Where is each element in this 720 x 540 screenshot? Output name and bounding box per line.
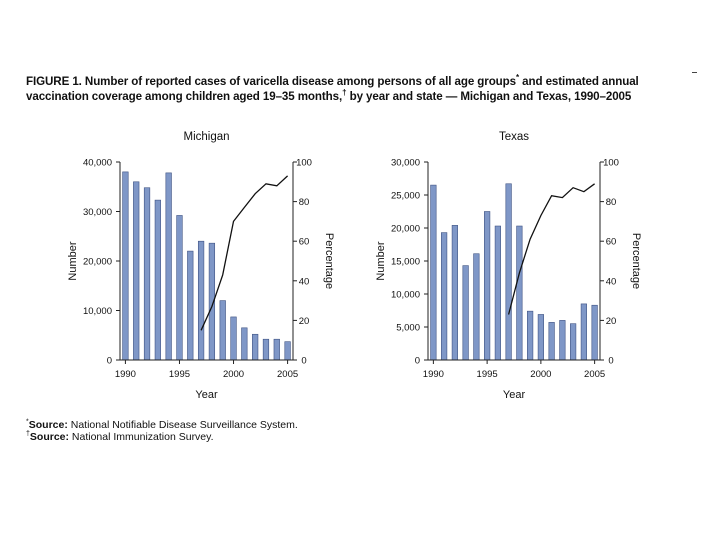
footnote-text: National Immunization Survey.: [71, 431, 214, 443]
y-tick-label-right: 80: [299, 197, 310, 208]
y-tick-label-right: 100: [603, 158, 619, 169]
footnote-source-label: Source:: [29, 431, 69, 443]
bar-2004: [273, 338, 280, 361]
bar-1991: [441, 232, 448, 361]
chart-title: Texas: [499, 131, 529, 143]
figure-title-part2: and estimated annual vaccination coverag…: [26, 75, 639, 103]
figure-title-part1: Number of reported cases of varicella di…: [84, 75, 516, 88]
y-tick-label-left: 0: [415, 356, 420, 367]
y-tick-label-right: 40: [606, 276, 617, 287]
footnote-1: *Source: National Notifiable Disease Sur…: [26, 418, 298, 432]
bar-2005: [284, 341, 291, 361]
y-tick-label-left: 0: [107, 356, 112, 367]
y-tick-label-right: 20: [606, 316, 617, 327]
bar-1998: [516, 225, 523, 361]
bar-1990: [122, 171, 129, 361]
x-tick-label: 2005: [277, 369, 298, 380]
bar-1995: [484, 211, 491, 361]
bar-1992: [451, 225, 458, 361]
y-tick-label-left: 30,000: [391, 158, 420, 169]
bar-2003: [262, 338, 270, 361]
x-tick-label: 2000: [223, 369, 244, 380]
x-axis-label: Year: [195, 389, 218, 401]
y-tick-label-right: 100: [296, 158, 312, 169]
y-tick-label-right: 40: [299, 276, 310, 287]
bar-2005: [591, 304, 598, 361]
bar-1997: [197, 240, 205, 361]
bar-2002: [252, 333, 259, 361]
bar-2003: [570, 323, 577, 361]
y-tick-label-right: 60: [299, 237, 310, 248]
bar-2000: [230, 316, 237, 361]
y-tick-label-right: 20: [299, 316, 310, 327]
bar-1996: [187, 250, 194, 361]
y-tick-label-left: 20,000: [391, 224, 420, 235]
y-axis-label-right: Percentage: [630, 233, 642, 289]
footnotes: *Source: National Notifiable Disease Sur…: [26, 418, 298, 444]
figure-label: FIGURE 1.: [26, 75, 82, 88]
y-tick-label-left: 10,000: [83, 306, 112, 317]
x-tick-label: 1990: [423, 369, 444, 380]
x-axis-label: Year: [503, 389, 526, 401]
y-tick-label-right: 0: [608, 356, 613, 367]
x-tick-label: 1995: [477, 369, 498, 380]
chart-title: Michigan: [183, 131, 229, 143]
y-tick-label-left: 30,000: [83, 207, 112, 218]
footnote-mark: †: [26, 430, 30, 438]
y-tick-label-left: 15,000: [391, 257, 420, 268]
y-axis-label-right: Percentage: [323, 233, 335, 289]
footnote-2: †Source: National Immunization Survey.: [26, 430, 298, 444]
bar-1999: [219, 300, 226, 361]
footnote-mark: *: [26, 418, 29, 426]
coverage-line: [507, 183, 595, 315]
bar-1996: [494, 225, 501, 361]
bar-2001: [241, 327, 248, 361]
y-tick-label-left: 10,000: [391, 290, 420, 301]
bar-2001: [548, 322, 555, 361]
bar-1994: [165, 172, 172, 361]
y-tick-label-left: 20,000: [83, 257, 112, 268]
figure-title: FIGURE 1. Number of reported cases of va…: [26, 74, 696, 104]
bar-1999: [527, 310, 534, 361]
bar-1993: [462, 265, 469, 361]
y-tick-label-right: 60: [606, 237, 617, 248]
bar-2000: [537, 314, 544, 361]
y-tick-label-left: 25,000: [391, 191, 420, 202]
y-tick-label-right: 0: [301, 356, 306, 367]
bar-1991: [133, 181, 140, 361]
figure-title-part3: by year and state — Michigan and Texas, …: [349, 90, 632, 103]
bar-1994: [473, 253, 480, 361]
bar-1997: [505, 183, 512, 361]
bar-2004: [580, 303, 587, 361]
bar-2002: [559, 320, 566, 361]
bar-1995: [176, 215, 183, 361]
footnote-text: National Notifiable Disease Surveillance…: [70, 419, 298, 431]
y-tick-label-right: 80: [606, 197, 617, 208]
bar-1993: [154, 199, 161, 361]
title-footnote-mark-1: *: [516, 73, 520, 83]
x-tick-label: 2005: [584, 369, 605, 380]
x-tick-label: 1995: [169, 369, 190, 380]
title-footnote-mark-2: †: [342, 88, 347, 98]
y-tick-label-left: 40,000: [83, 158, 112, 169]
footnote-source-label: Source:: [28, 419, 68, 431]
y-axis-label-left: Number: [375, 241, 387, 280]
x-tick-label: 2000: [530, 369, 551, 380]
edge-dash: [692, 72, 697, 73]
x-tick-label: 1990: [115, 369, 136, 380]
bar-1992: [143, 187, 151, 361]
y-tick-label-left: 5,000: [396, 323, 420, 334]
bar-1990: [430, 184, 437, 361]
y-axis-label-left: Number: [67, 241, 79, 280]
coverage-line: [200, 175, 289, 331]
